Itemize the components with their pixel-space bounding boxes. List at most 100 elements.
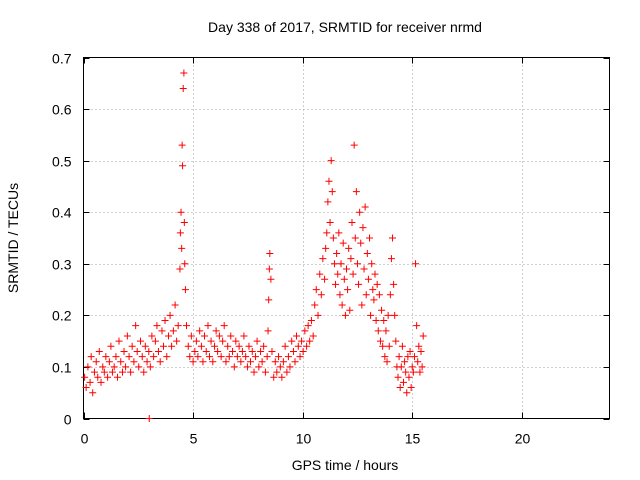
data-point [343,265,350,273]
data-point [95,347,103,355]
data-point [183,322,191,330]
data-point [298,337,306,345]
data-point [359,224,367,232]
data-point [232,337,240,345]
data-point [196,327,204,335]
data-point [309,332,317,340]
data-point [316,270,324,278]
data-point [214,347,222,355]
data-point [171,301,179,309]
data-point [194,353,202,361]
data-point [181,260,189,268]
data-point [370,296,378,304]
data-point [202,347,210,355]
data-point [146,363,154,371]
data-point [412,260,420,268]
data-point [230,363,238,371]
data-point [418,363,426,371]
data-point [288,337,296,345]
data-point [368,260,376,268]
data-point [303,342,311,350]
data-point [233,353,241,361]
data-point [250,368,258,376]
data-point [417,347,425,355]
data-point [350,141,358,149]
data-point [117,358,125,366]
y-tick-label: 0.1 [52,360,72,376]
data-point [238,347,246,355]
data-point [181,286,189,294]
data-point [82,384,90,392]
data-point [383,358,391,366]
data-point [394,373,402,381]
data-point [337,260,345,268]
data-point [390,280,398,288]
data-point [191,347,199,355]
data-point [355,280,363,288]
data-point [385,342,393,350]
data-point [123,332,131,340]
data-point [245,342,253,350]
data-point [227,332,235,340]
data-point [399,378,407,386]
data-point [179,84,187,92]
y-tick-label: 0.7 [52,51,72,67]
data-point [357,239,365,247]
data-point [200,332,208,340]
data-point [222,358,230,366]
data-point [395,353,403,361]
data-point [128,342,136,350]
data-point [332,280,340,288]
data-point [293,332,301,340]
data-point [110,363,118,371]
data-point [410,353,418,361]
data-point [158,327,166,335]
data-point [180,69,188,77]
y-tick-label: 0.4 [52,205,72,221]
data-point [267,275,275,283]
data-point [414,358,422,366]
y-tick-label: 0.3 [52,257,72,273]
data-point [408,363,416,371]
data-point [94,373,102,381]
data-point [275,353,283,361]
y-tick-label: 0 [64,412,72,428]
data-point [115,337,123,345]
data-point [168,342,176,350]
data-point [135,363,143,371]
data-point [192,337,200,345]
data-point [367,311,375,319]
data-point [404,353,412,361]
data-point [366,234,374,242]
data-point [148,332,156,340]
data-point [279,358,287,366]
data-point [199,358,207,366]
data-point [104,373,112,381]
data-point [286,363,294,371]
data-point [361,203,369,211]
data-point [127,368,135,376]
data-point [264,327,272,335]
data-point [322,244,330,252]
data-point [248,347,256,355]
data-point [258,358,266,366]
data-point [86,378,94,386]
data-point [327,157,335,165]
data-point [207,337,215,345]
data-point [391,311,399,319]
data-point [102,353,110,361]
data-point [206,353,214,361]
data-point [260,342,268,350]
y-axis-label: SRMTID / TECUs [5,183,21,293]
data-point [278,373,286,381]
data-point [276,363,284,371]
data-point [220,322,228,330]
data-point [92,358,100,366]
x-tick-label: 10 [296,431,312,447]
data-point [381,353,389,361]
data-point [416,368,424,376]
data-point [87,353,95,361]
data-point [387,255,395,263]
data-point [84,363,92,371]
